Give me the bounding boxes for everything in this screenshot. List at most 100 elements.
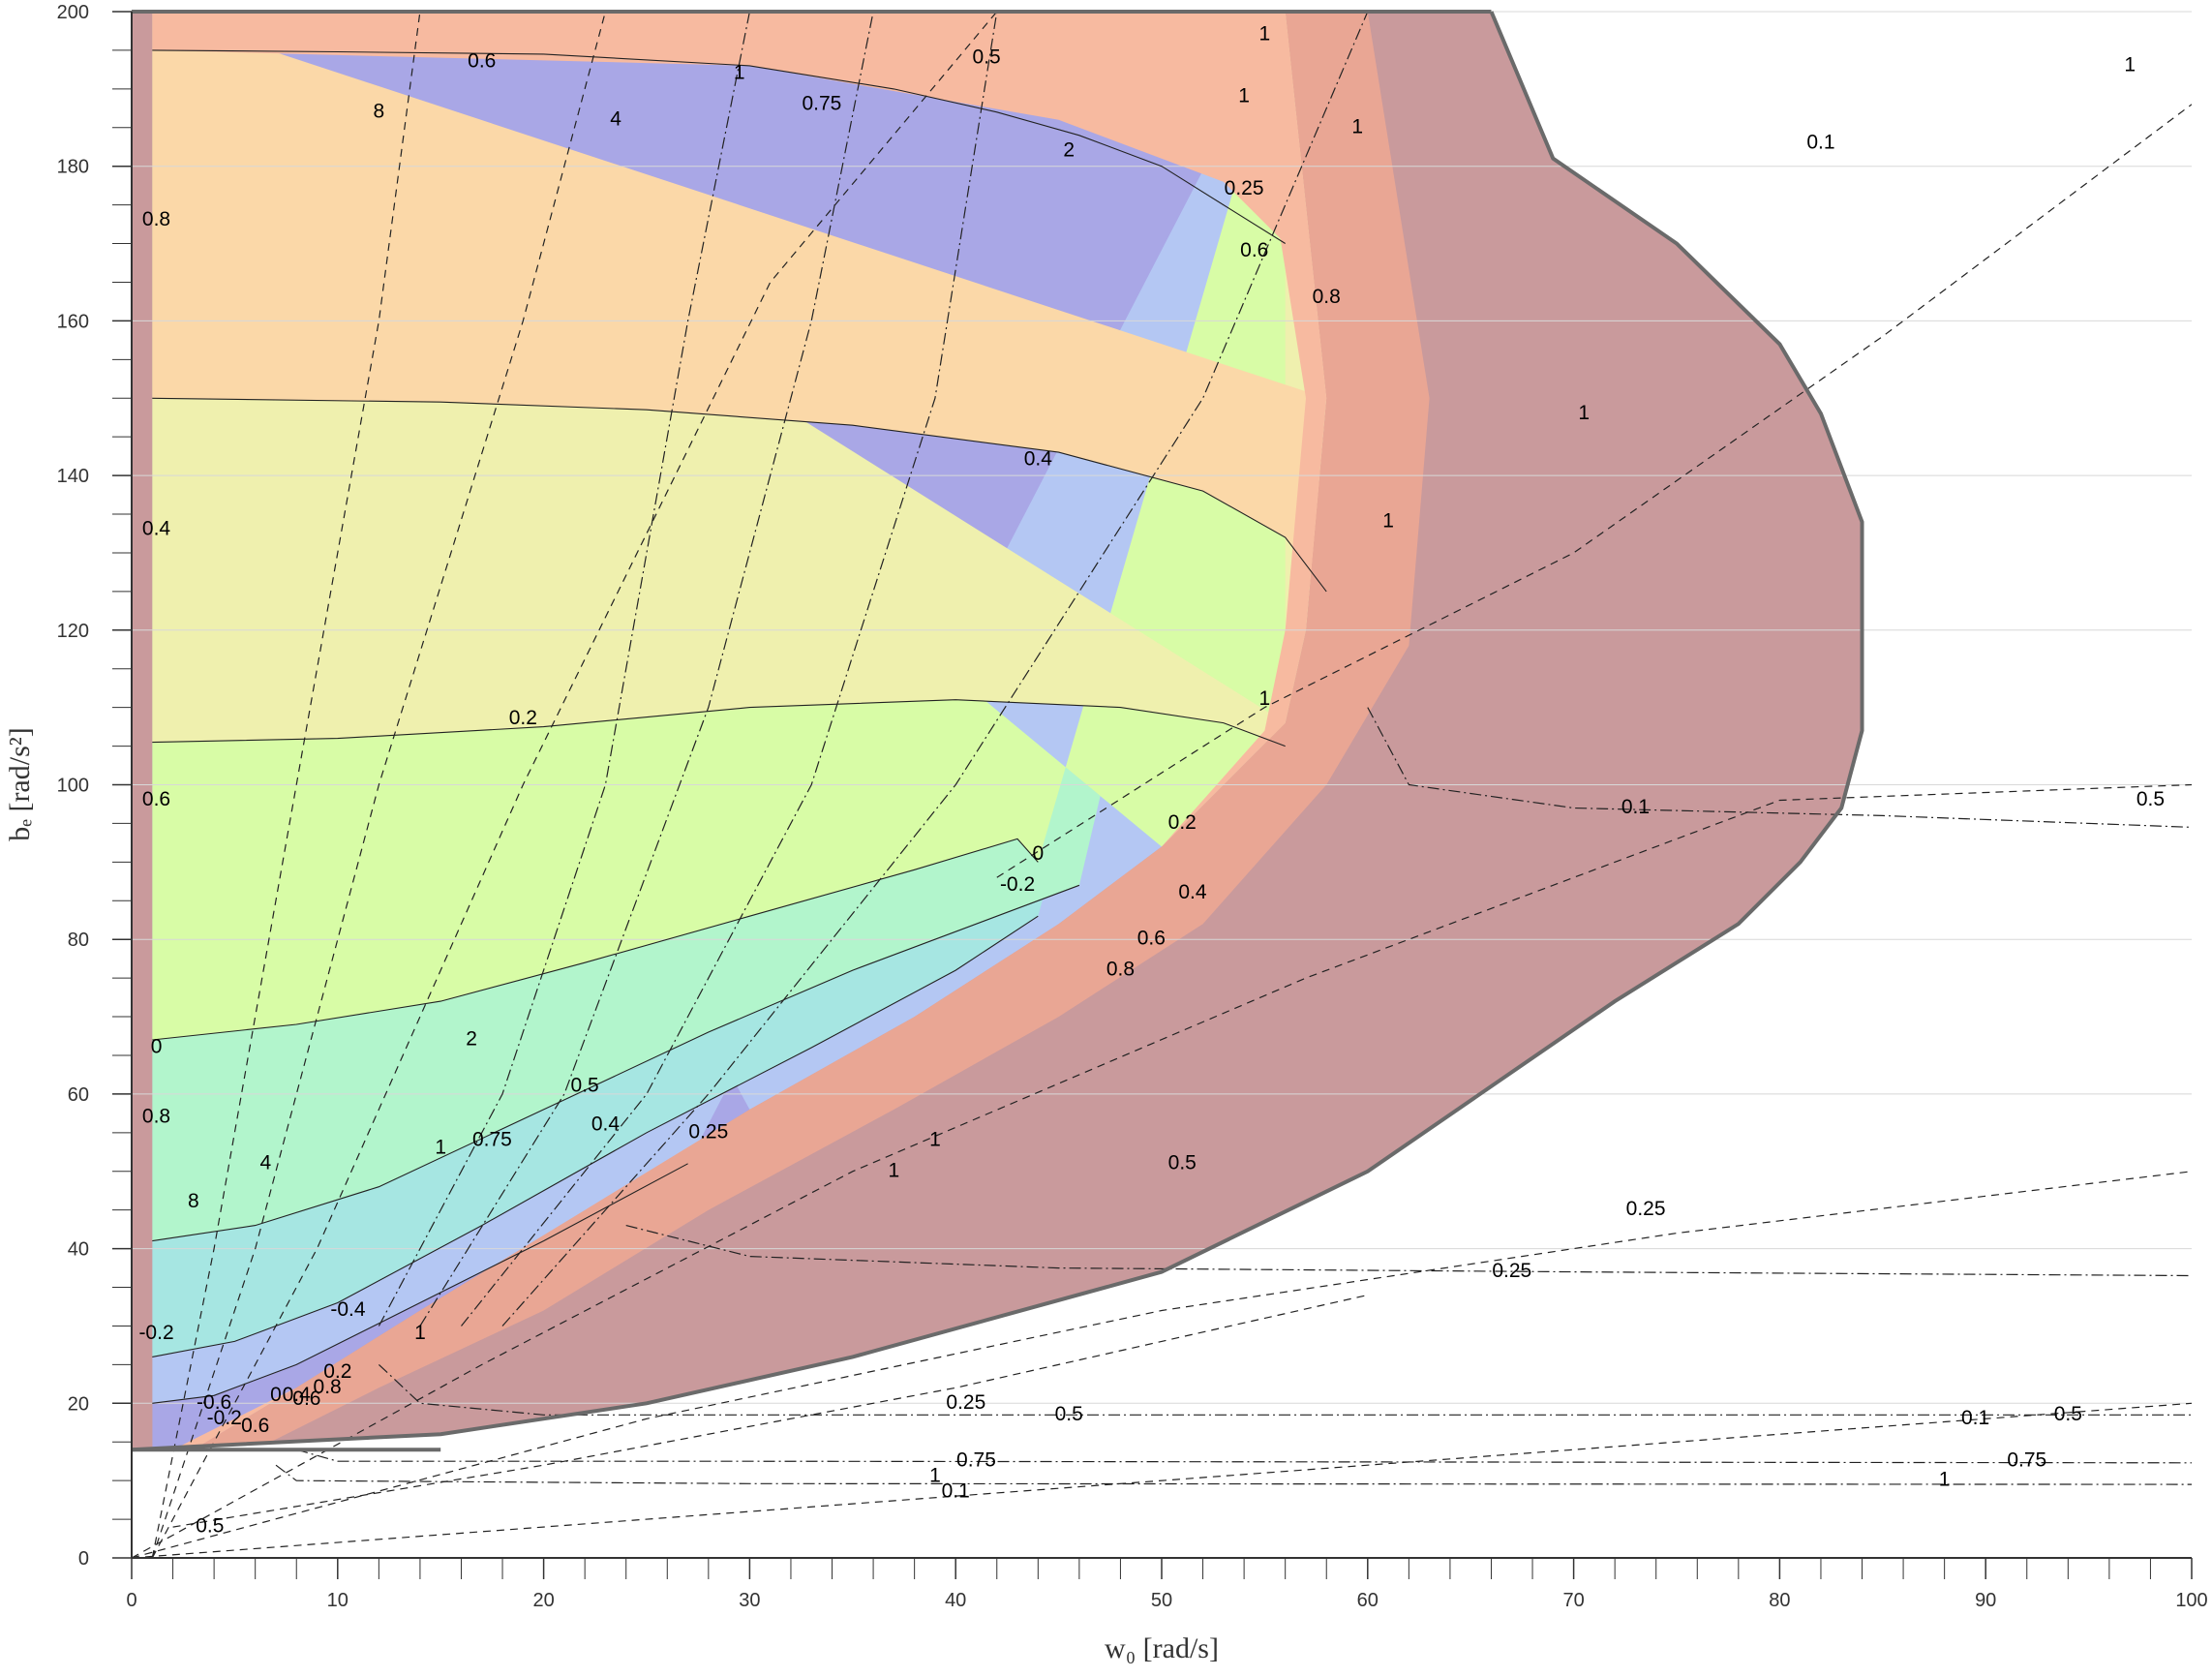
x-tick-label-2: 20 — [532, 1590, 554, 1611]
contour-label-25: 0.1 — [1806, 131, 1834, 153]
contour-label-56: 0.75 — [2007, 1449, 2046, 1472]
band-0-6 — [152, 12, 1286, 244]
contour-label-16: 0.2 — [1168, 811, 1197, 834]
contour-label-29: 0.5 — [571, 1074, 599, 1096]
contour-label-10: 0.6 — [1240, 239, 1268, 261]
contour-label-28: 2 — [466, 1028, 477, 1051]
filled-contour-layer — [132, 12, 1863, 1450]
contour-label-37: 1 — [889, 1159, 900, 1181]
x-axis-label: w₀ [rad/s] — [1105, 1632, 1219, 1664]
x-tick-label-8: 80 — [1769, 1590, 1790, 1611]
contour-label-18: -0.2 — [1000, 873, 1035, 896]
y-tick-label-7: 140 — [57, 466, 89, 487]
y-tick-label-2: 40 — [68, 1239, 89, 1261]
contour-label-65: 0.8 — [142, 1105, 170, 1127]
contour-label-24: 1 — [2124, 53, 2136, 76]
contour-label-38: 0.5 — [1168, 1151, 1197, 1174]
y-tick-label-10: 200 — [57, 2, 89, 23]
contour-label-43: 0 — [270, 1384, 282, 1406]
contour-line-3 — [152, 838, 1039, 1041]
contour-label-17: 0 — [1032, 842, 1044, 865]
x-tick-label-7: 70 — [1562, 1590, 1584, 1611]
y-axis-label: bₑ [rad/s²] — [4, 727, 36, 840]
contour-label-55: 0.75 — [956, 1449, 996, 1472]
y-tick-label-0: 0 — [78, 1548, 89, 1570]
contour-line-2 — [152, 699, 1286, 747]
x-tick-label-9: 90 — [1975, 1590, 1996, 1611]
region-boundary — [131, 11, 1864, 1452]
contour-label-19: 0.4 — [1178, 881, 1207, 903]
contour-label-34: 4 — [259, 1151, 271, 1174]
region-boundary-layer — [131, 10, 1864, 1452]
contour-label-21: 0.8 — [1106, 959, 1135, 981]
contour-label-15: 0.2 — [509, 707, 537, 729]
contour-label-48: 0.6 — [241, 1415, 269, 1437]
contour-label-2: 4 — [610, 107, 621, 130]
contour-label-32: 0.4 — [591, 1113, 621, 1135]
contour-label-51: 0.25 — [946, 1391, 985, 1414]
x-tick-label-0: 0 — [126, 1590, 136, 1611]
contour-lines-layer — [132, 12, 2192, 1558]
contour-line-1 — [152, 397, 1327, 593]
dashdot-curve-0 — [378, 12, 750, 1326]
contour-label-12: 1 — [1351, 115, 1363, 137]
x-tick-label-4: 40 — [945, 1590, 966, 1611]
contour-label-27: 1 — [1259, 687, 1271, 710]
contour-label-60: 0.5 — [196, 1515, 224, 1538]
contour-label-62: 0.4 — [142, 518, 171, 540]
dashed-curve-1 — [151, 12, 606, 1558]
contour-label-33: 0.25 — [688, 1120, 728, 1143]
x-tick-label-6: 60 — [1357, 1590, 1379, 1611]
y-tick-label-5: 100 — [57, 776, 89, 797]
y-tick-label-8: 160 — [57, 311, 89, 332]
band-0-2 — [152, 12, 1327, 747]
contour-label-30: 0.75 — [472, 1128, 512, 1150]
dashdot-curve-2 — [461, 12, 998, 1326]
axes-layer: 0 10 20 30 40 50 60 70 80 90 100020406080100120140… — [57, 2, 2208, 1611]
contour-label-64: 0 — [151, 1036, 163, 1058]
contour-line-4 — [152, 884, 1080, 1242]
contour-line-6 — [152, 1163, 688, 1404]
y-tick-label-9: 180 — [57, 157, 89, 178]
contour-label-14: 1 — [1382, 510, 1394, 533]
contour-label-61: 0.8 — [142, 208, 170, 230]
contour-label-59: 1 — [1939, 1469, 1951, 1491]
contour-label-49: 0.25 — [1626, 1198, 1666, 1220]
y-tick-label-1: 20 — [68, 1393, 89, 1415]
contour-label-13: 0.4 — [1024, 448, 1053, 471]
contour-label-57: 1 — [929, 1465, 941, 1487]
dashdot-curve-6 — [378, 1363, 2192, 1416]
contour-label-44: 0.4 — [283, 1384, 312, 1406]
dashed-curve-2 — [151, 12, 998, 1558]
x-tick-label-5: 50 — [1151, 1590, 1172, 1611]
dashdot-curve-3 — [501, 12, 1369, 1326]
contour-label-3: 1 — [734, 61, 745, 83]
contour-label-54: 0.5 — [2054, 1403, 2082, 1425]
x-tick-label-1: 10 — [327, 1590, 348, 1611]
contour-label-63: 0.6 — [142, 788, 170, 810]
contour-label-47: -0.2 — [207, 1407, 242, 1429]
dashed-curve-6 — [996, 104, 2192, 878]
contour-label-52: 0.5 — [1055, 1403, 1083, 1425]
contour-label-58: 0.1 — [942, 1480, 970, 1503]
dashdot-curve-8 — [275, 1464, 2192, 1485]
contour-label-36: 1 — [929, 1128, 941, 1150]
contour-label-8: 1 — [1238, 84, 1250, 107]
dashed-curve-4 — [132, 1171, 2192, 1558]
contour-label-42: 0.2 — [323, 1360, 351, 1383]
contour-label-53: 0.1 — [1961, 1407, 1989, 1429]
y-tick-label-6: 120 — [57, 621, 89, 642]
contour-label-40: 1 — [414, 1322, 426, 1344]
contour-line-0 — [152, 49, 1286, 244]
contour-label-20: 0.6 — [1137, 928, 1166, 950]
contour-label-11: 0.8 — [1313, 286, 1341, 308]
contour-label-35: 8 — [188, 1190, 199, 1212]
contour-label-5: 0.5 — [973, 46, 1001, 68]
dashed-curve-7 — [172, 1294, 1368, 1528]
contour-label-6: 2 — [1063, 138, 1075, 161]
dashdot-curve-5 — [625, 1225, 2192, 1277]
contour-label-66: -0.2 — [138, 1322, 173, 1344]
y-tick-label-3: 60 — [68, 1084, 89, 1106]
dashdot-curve-7 — [296, 1448, 2192, 1464]
